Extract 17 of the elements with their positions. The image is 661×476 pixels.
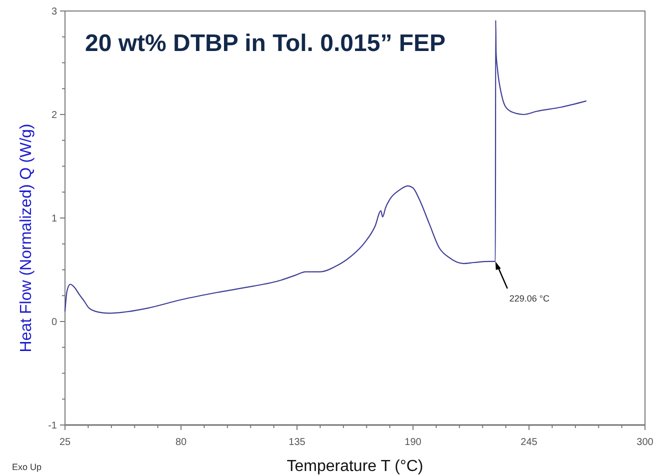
x-tick-label: 300: [636, 437, 654, 448]
y-tick-label: -1: [48, 420, 58, 432]
line-series: [64, 20, 586, 314]
y-axis-title: Heat Flow (Normalized) Q (W/g): [18, 124, 35, 352]
y-tick-label: 1: [51, 214, 58, 224]
text: Exo Up: [12, 462, 42, 472]
y-tick-label: 0: [51, 317, 58, 328]
y-tick-label: 2: [51, 110, 58, 121]
x-tick-label: 190: [404, 437, 422, 448]
x-axis-title: Temperature T (°C): [286, 458, 424, 475]
x-tick-label: 80: [175, 437, 187, 448]
x-tick-label: 25: [59, 437, 71, 448]
y-tick-label: 3: [51, 6, 58, 18]
annotation: 229.06 °C: [509, 293, 550, 304]
x-tick-label: 135: [288, 437, 306, 448]
text: 20 wt% DTBP in Tol. 0.015” FEP: [85, 30, 446, 57]
x-tick-label: 245: [520, 437, 538, 448]
